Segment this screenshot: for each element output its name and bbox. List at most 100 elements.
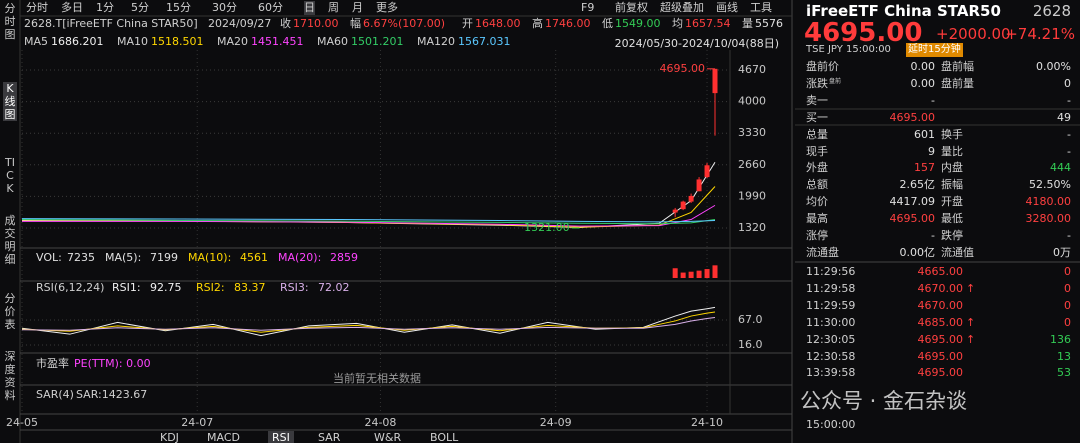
indicator-title: SAR(4) bbox=[36, 388, 74, 401]
field-value: 1710.00 bbox=[293, 17, 339, 30]
empty-note: 当前暂无相关数据 bbox=[333, 372, 421, 385]
legend-name: MA(5) bbox=[105, 251, 141, 265]
candle-body bbox=[680, 201, 686, 210]
quote-label: 涨跌 bbox=[806, 76, 828, 90]
sidebar-tab[interactable]: 深度资料 bbox=[4, 350, 16, 402]
delay-badge: 延时15分钟 bbox=[906, 43, 963, 57]
candle-body bbox=[672, 209, 678, 213]
trade-volume: 136 bbox=[1050, 332, 1071, 346]
volume-bar bbox=[688, 271, 694, 278]
quote-value: - bbox=[1067, 229, 1071, 242]
field-label: 幅 bbox=[350, 17, 361, 30]
legend-value: 1501.201 bbox=[351, 35, 404, 48]
period-tab[interactable]: 更多 bbox=[376, 1, 398, 14]
period-tab[interactable]: 月 bbox=[352, 1, 363, 14]
indicator-tab[interactable]: KDJ bbox=[160, 431, 179, 443]
legend-value: 4561 bbox=[240, 251, 268, 264]
y-tick-label: 2660 bbox=[738, 158, 766, 171]
field-value: 1549.00 bbox=[615, 17, 661, 30]
quote-label: 最高 bbox=[806, 212, 828, 226]
quote-label: 流通值 bbox=[941, 245, 974, 259]
price-change-pct: +74.21% bbox=[1005, 25, 1075, 43]
quote-value: 444 bbox=[1050, 161, 1071, 175]
trade-arrow: ↑ bbox=[966, 315, 976, 329]
quote-value: - bbox=[931, 229, 935, 242]
field-label: 高 bbox=[532, 17, 543, 30]
trade-volume: 0 bbox=[1064, 265, 1071, 278]
candle-body bbox=[704, 165, 710, 178]
market-info: TSE JPY 15:00:00 bbox=[806, 44, 891, 55]
y-tick-label: 67.0 bbox=[738, 313, 763, 326]
sidebar-tab[interactable]: 成交明细 bbox=[4, 214, 16, 266]
indicator-tab[interactable]: W&R bbox=[374, 431, 402, 443]
quote-label: 总额 bbox=[806, 178, 828, 192]
legend-value: 7235 bbox=[67, 251, 95, 264]
quote-value: 4695.00 bbox=[889, 110, 936, 124]
indicator-title: RSI(6,12,24) bbox=[36, 281, 105, 294]
trade-price: 4695.00 bbox=[917, 332, 964, 346]
indicator-tab[interactable]: BOLL bbox=[430, 431, 459, 443]
legend-name: MA120 bbox=[417, 35, 456, 48]
trade-volume: 53 bbox=[1057, 366, 1071, 380]
period-tab[interactable]: 分时 bbox=[26, 1, 48, 14]
tool-button[interactable]: 超级叠加 bbox=[660, 1, 704, 14]
quote-label: 振幅 bbox=[941, 178, 963, 192]
quote-value: 4695.00 bbox=[889, 212, 936, 226]
quote-value: 0.00 bbox=[910, 60, 936, 73]
x-tick-label: 24-08 bbox=[364, 416, 396, 429]
period-tab[interactable]: 多日 bbox=[61, 1, 83, 14]
quote-label: 跌停 bbox=[941, 229, 963, 242]
quote-value: 3280.00 bbox=[1025, 212, 1072, 226]
sidebar-tab[interactable]: K线图 bbox=[3, 82, 17, 121]
quote-value: 4180.00 bbox=[1025, 195, 1072, 209]
tool-button[interactable]: 画线 bbox=[716, 1, 738, 14]
trade-price: 4695.00 bbox=[917, 349, 964, 363]
tool-button[interactable]: 工具 bbox=[750, 1, 772, 14]
quote-label: 内盘 bbox=[941, 161, 963, 175]
indicator-tab[interactable]: MACD bbox=[207, 431, 240, 443]
legend-name: MA(20) bbox=[278, 251, 321, 265]
field-value: 5576 bbox=[755, 17, 783, 30]
period-tab[interactable]: 1分 bbox=[96, 1, 114, 14]
quote-label: 流通盘 bbox=[806, 245, 839, 259]
period-tab[interactable]: 60分 bbox=[258, 1, 283, 14]
ma-line bbox=[22, 204, 716, 227]
period-tab[interactable]: 日 bbox=[304, 1, 315, 15]
legend-name: RSI3 bbox=[280, 281, 309, 295]
field-value: 1657.54 bbox=[685, 17, 731, 30]
quote-sup: 盘前 bbox=[829, 77, 842, 85]
quote-value: 2.65亿 bbox=[899, 178, 936, 192]
date: 2024/09/27 bbox=[208, 17, 272, 30]
sidebar-tab[interactable]: 分价表 bbox=[4, 292, 16, 331]
tool-button[interactable]: 前复权 bbox=[615, 1, 648, 14]
indicator-button[interactable]: 市盈率 bbox=[36, 357, 69, 370]
volume-bar bbox=[712, 265, 718, 278]
period-tab[interactable]: 5分 bbox=[131, 1, 149, 14]
trade-volume: 0 bbox=[1064, 298, 1071, 312]
sidebar-tab[interactable]: 分时图 bbox=[4, 2, 16, 41]
trade-time: 11:29:58 bbox=[806, 281, 856, 295]
indicator-tab[interactable]: RSI bbox=[268, 431, 294, 443]
candle-body bbox=[696, 179, 702, 192]
last-price: 4695.00 bbox=[804, 18, 923, 48]
quote-label: 均价 bbox=[806, 195, 828, 209]
ma-line bbox=[21, 218, 716, 223]
trade-volume: 0 bbox=[1064, 315, 1071, 329]
sidebar-tab[interactable]: TICK bbox=[5, 156, 15, 195]
tool-button[interactable]: F9 bbox=[581, 1, 595, 14]
trade-price: 4695.00 bbox=[917, 366, 964, 380]
period-tab[interactable]: 周 bbox=[328, 1, 339, 14]
trade-price: 4670.00 bbox=[917, 281, 964, 295]
y-tick-label: 4000 bbox=[738, 95, 766, 108]
trade-time: 11:29:59 bbox=[806, 298, 856, 312]
field-value: 1648.00 bbox=[475, 17, 521, 30]
legend-value: 72.02 bbox=[318, 281, 350, 294]
period-tab[interactable]: 15分 bbox=[166, 1, 191, 14]
rsi-line bbox=[21, 311, 716, 333]
indicator-tab[interactable]: SAR bbox=[318, 431, 341, 443]
period-tab[interactable]: 30分 bbox=[212, 1, 237, 14]
quote-label: 买一 bbox=[806, 110, 828, 124]
quote-value: 49 bbox=[1057, 110, 1071, 124]
legend-name: VOL bbox=[36, 251, 62, 265]
trade-time: 12:30:58 bbox=[806, 349, 856, 363]
